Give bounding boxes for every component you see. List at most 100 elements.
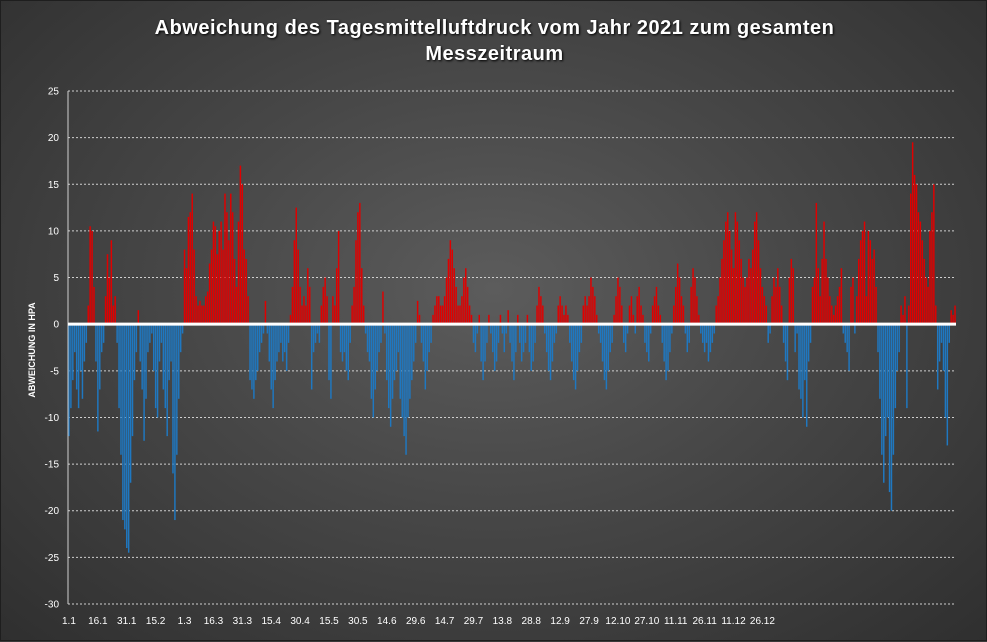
bar [659, 314, 662, 325]
bar [465, 268, 467, 325]
x-tick-label: 11.12 [721, 616, 746, 627]
bar [270, 324, 272, 390]
bar [497, 324, 500, 343]
bar [253, 324, 255, 399]
x-tick-label: 27.10 [634, 616, 659, 627]
bar [948, 324, 950, 343]
bar [811, 286, 814, 325]
bar [684, 324, 687, 334]
bar [189, 212, 192, 325]
bar [212, 221, 215, 325]
bar [792, 268, 794, 325]
bar [796, 324, 798, 334]
bar [328, 324, 330, 381]
bar [426, 324, 428, 371]
bar [143, 324, 145, 441]
bar [896, 324, 898, 371]
bar [72, 324, 74, 381]
bar [942, 324, 945, 371]
bar [330, 324, 332, 399]
bar [260, 324, 263, 343]
bar [280, 324, 282, 343]
bar [409, 324, 411, 399]
bar [493, 324, 496, 371]
bar [578, 324, 581, 353]
bar [110, 240, 113, 325]
bar [276, 324, 278, 362]
bar [888, 324, 891, 493]
x-tick-label: 1.3 [178, 616, 192, 627]
bar [443, 296, 446, 325]
bar [509, 324, 511, 343]
bar [364, 324, 367, 334]
bar [428, 324, 430, 353]
bar [278, 324, 280, 353]
bar [755, 212, 758, 325]
bar [104, 296, 107, 325]
x-tick-label: 31.1 [117, 616, 137, 627]
bar [940, 324, 943, 343]
bar [547, 324, 550, 371]
bar [642, 314, 644, 325]
bar [528, 324, 531, 353]
bar [407, 324, 409, 418]
bar [156, 324, 159, 418]
bar [158, 324, 161, 362]
bar [819, 296, 821, 325]
axes: 25 20 15 10 5 0 -5 -10 -15 -20 -25 -301.1 16.1 31.1 15… [45, 87, 956, 627]
bar [357, 212, 359, 325]
bar [638, 286, 640, 325]
bar [374, 324, 376, 390]
bar [630, 296, 633, 325]
bar [584, 296, 586, 325]
bar [368, 324, 371, 362]
bar [183, 249, 186, 325]
y-tick-label: 15 [48, 180, 60, 191]
bar [673, 305, 675, 325]
bar [794, 324, 796, 353]
bar [881, 324, 883, 455]
bar [384, 324, 386, 334]
y-tick-label: -25 [45, 553, 60, 564]
bar [651, 305, 654, 325]
bar [283, 324, 286, 353]
bar [372, 324, 375, 418]
bar [141, 324, 143, 390]
bar [779, 286, 781, 325]
bar [68, 324, 70, 437]
bar [921, 240, 924, 325]
bar [362, 305, 365, 325]
x-tick-label: 15.5 [319, 616, 339, 627]
bar [459, 305, 461, 325]
bar [247, 296, 249, 325]
bar [536, 305, 538, 325]
bar [83, 324, 86, 362]
bar [561, 305, 563, 325]
bar [938, 324, 941, 362]
bar [204, 296, 207, 325]
bar [199, 300, 201, 325]
bar [237, 221, 240, 325]
bar [727, 212, 729, 325]
bar [445, 277, 448, 325]
bar [129, 324, 132, 483]
bar [181, 324, 184, 334]
bar [829, 296, 831, 325]
bar [773, 277, 775, 325]
bar [310, 324, 313, 390]
bar [436, 296, 438, 325]
bar [933, 184, 935, 325]
bar [139, 324, 141, 362]
bar [771, 296, 773, 325]
x-tick-label: 13.8 [493, 616, 513, 627]
bar [492, 324, 494, 353]
bar [565, 305, 567, 325]
bar [391, 324, 394, 399]
x-tick-label: 14.7 [435, 616, 455, 627]
bar [825, 258, 827, 325]
bar [923, 258, 925, 325]
bar [609, 324, 611, 353]
bar [875, 286, 877, 325]
bar [840, 268, 843, 325]
